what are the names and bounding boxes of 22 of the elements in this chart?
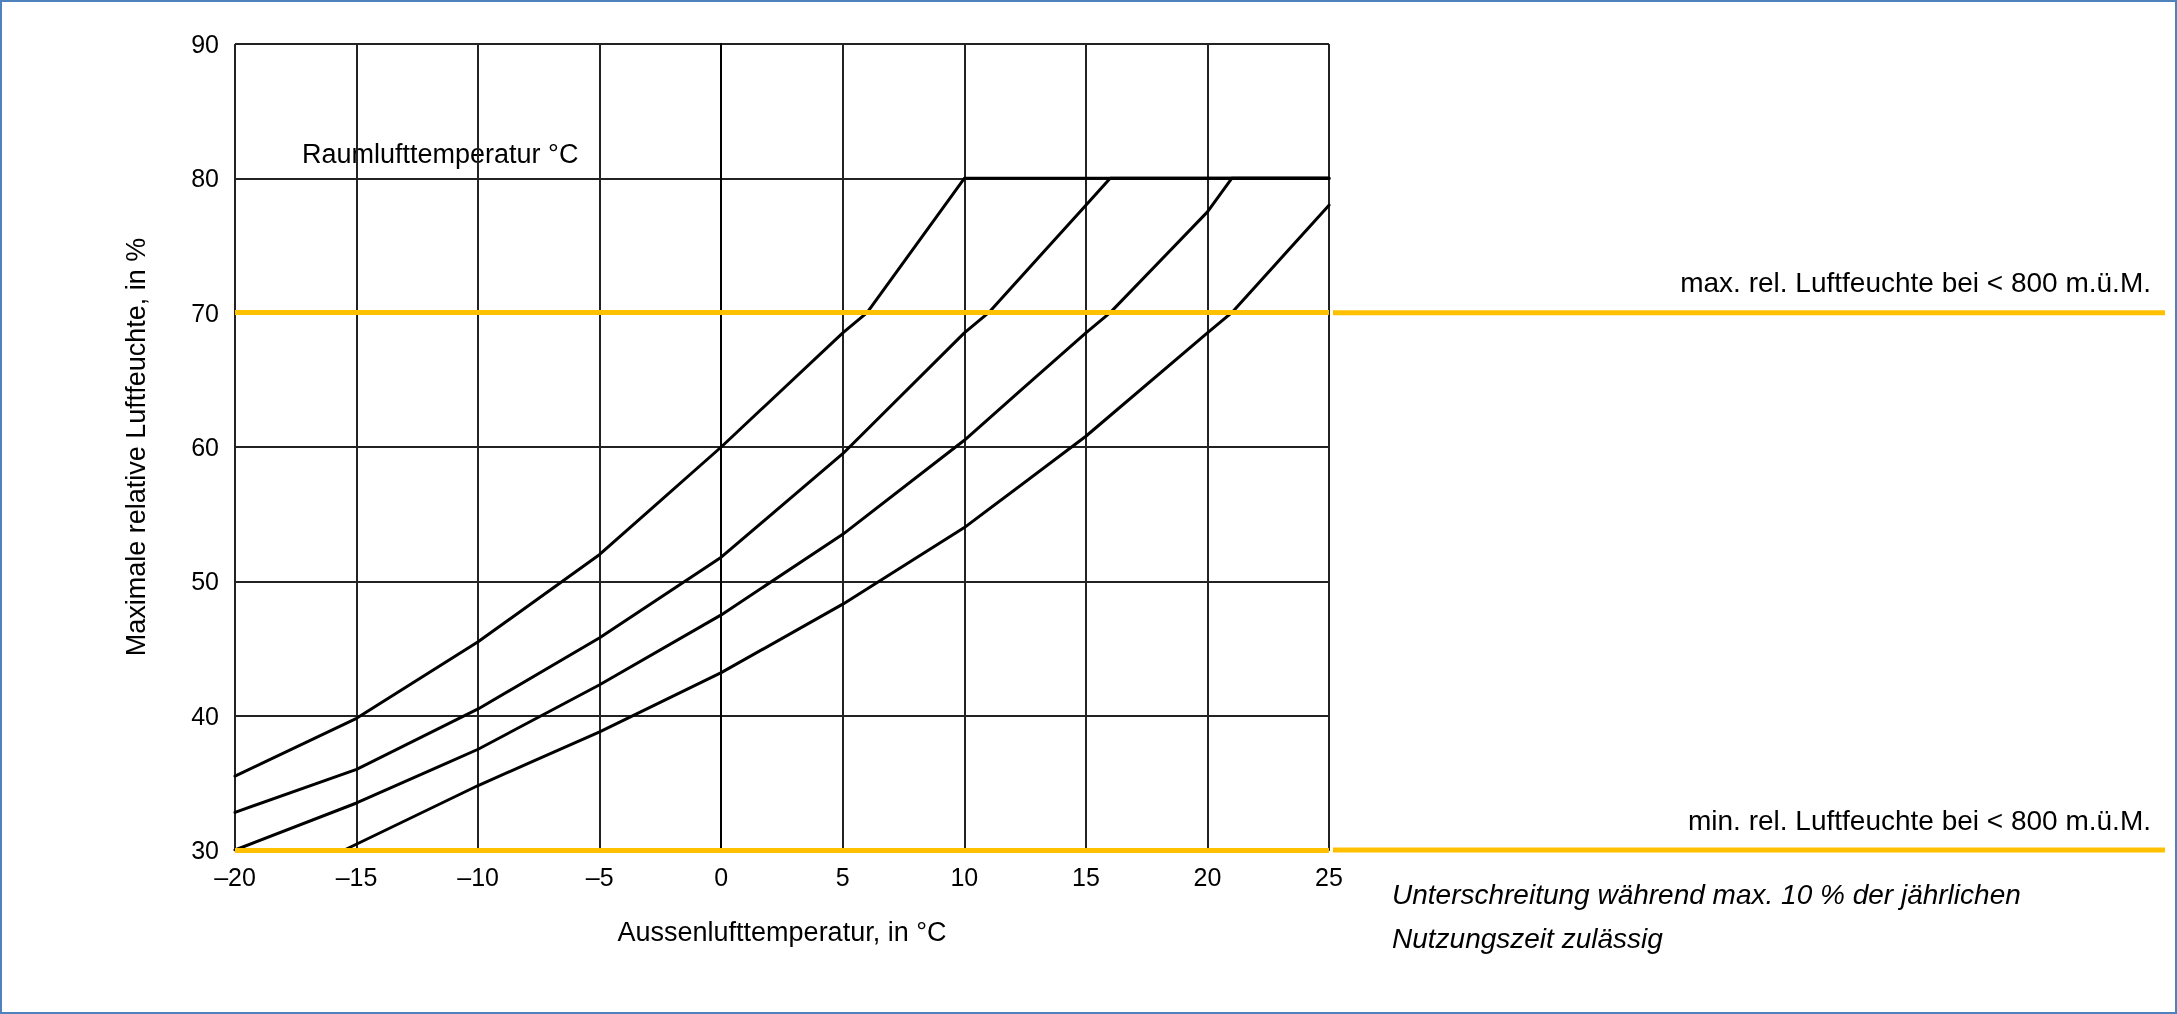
x-tick-label: 25 (1315, 862, 1343, 891)
x-tick-label: 10 (950, 862, 979, 891)
y-axis-title: Maximale relative Luftfeuchte, in % (120, 237, 151, 657)
y-tick-label: 50 (191, 567, 219, 596)
y-tick-label: 30 (191, 836, 219, 864)
text: Unterschreitung während max. 10 % der jährlichen Nutzungszeit zulässig (1392, 878, 2029, 954)
ref-line-label: min. rel. Luftfeuchte bei < 800 m.ü.M. (1687, 804, 2151, 836)
x-tick-label: –10 (457, 862, 499, 891)
y-tick-label: 40 (191, 701, 219, 730)
x-tick-label: 0 (714, 862, 729, 891)
x-tick-label: –5 (585, 862, 614, 891)
ref-line-label: max. rel. Luftfeuchte bei < 800 m.ü.M. (1680, 267, 2152, 299)
x-tick-label: –15 (335, 862, 378, 891)
x-tick-label: 5 (835, 862, 850, 891)
y-tick-label: 70 (191, 298, 219, 327)
x-tick-label: –20 (214, 862, 256, 891)
x-tick-label: 20 (1193, 862, 1222, 891)
y-tick-label: 60 (191, 433, 219, 461)
y-tick-label: 80 (191, 164, 219, 193)
y-tick-label: 90 (191, 30, 219, 58)
x-tick-label: 15 (1071, 862, 1100, 891)
x-axis-title: Aussenlufttemperatur, in °C (617, 916, 947, 947)
